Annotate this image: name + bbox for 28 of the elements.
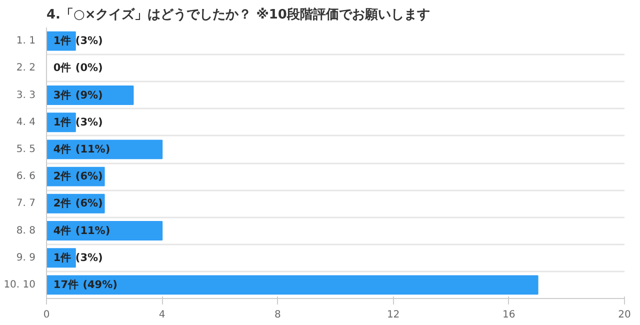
data-label: 4件 (11%) [53,224,110,237]
data-label: 1件 (3%) [53,34,103,48]
y-tick-label: 10. 10 [4,279,36,290]
x-tick-label: 0 [43,310,50,320]
y-tick-label: 9. 9 [16,252,36,264]
chart-title: 4.「○×クイズ」はどうでしたか？ ※10段階評価でお願いします [46,6,430,22]
x-tick-label: 16 [502,310,516,320]
x-tick-label: 8 [274,310,281,320]
y-tick-label: 7. 7 [16,198,36,210]
y-tick-label: 2. 2 [16,62,36,74]
data-label: 4件 (11%) [53,142,110,156]
y-tick-label: 5. 5 [16,144,36,155]
data-label: 1件 (3%) [53,115,103,128]
data-label: 1件 (3%) [53,250,103,264]
y-tick-label: 6. 6 [16,171,36,182]
y-tick-label: 1. 1 [16,36,36,47]
data-label: 0件 (0%) [53,61,103,74]
y-tick-label: 4. 4 [16,116,36,128]
data-label: 17件 (49%) [53,278,118,291]
data-label: 3件 (9%) [53,88,103,102]
data-label: 2件 (6%) [53,196,103,210]
x-tick-label: 20 [618,310,631,320]
x-tick-label: 4 [158,310,166,320]
data-label: 2件 (6%) [53,170,103,183]
x-tick-label: 12 [386,310,400,320]
bar [46,275,538,295]
y-tick-label: 3. 3 [16,90,36,101]
y-tick-label: 8. 8 [16,225,36,236]
